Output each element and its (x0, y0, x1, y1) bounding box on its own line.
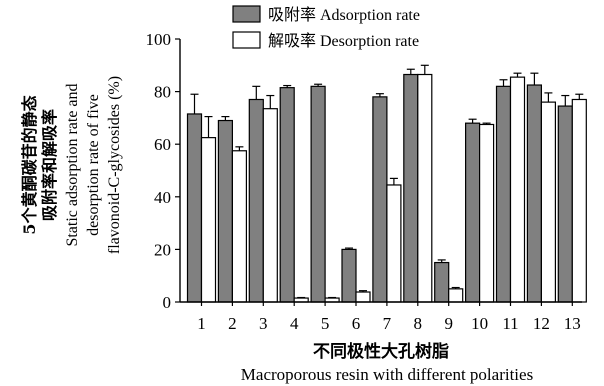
adsorption-bar-8 (403, 73, 419, 303)
adsorption-bar-11 (495, 85, 512, 303)
y-axis-label-line-3: Static adsorption rate and (64, 83, 81, 246)
x-tick-label-6: 6 (352, 314, 361, 333)
y-tick-label-40: 40 (154, 188, 171, 207)
y-axis-label-line-1: 5个黄酮碳苷的静态 (20, 95, 39, 234)
adsorption-bar-6 (341, 248, 357, 303)
x-tick-label-13: 13 (564, 314, 581, 333)
y-axis-label-line-5: flavonoid-C-glycosides (%) (106, 76, 123, 254)
x-tick-label-4: 4 (290, 314, 299, 333)
desorption-bar-2 (231, 150, 247, 303)
y-axis-title: 5个黄酮碳苷的静态 吸附率和解吸率 Static adsorption rate… (20, 76, 123, 254)
desorption-bar-7 (386, 184, 402, 303)
x-axis-label-line-2: Macroporous resin with different polarit… (241, 365, 533, 384)
adsorption-bar-1 (186, 113, 203, 303)
legend-swatch-desorption (232, 31, 261, 49)
x-tick-label-12: 12 (533, 314, 550, 333)
legend-swatch-adsorption (232, 5, 261, 23)
desorption-bar-13 (571, 98, 587, 303)
desorption-bar-3 (262, 108, 278, 303)
desorption-bar-8 (417, 73, 433, 303)
x-tick-label-3: 3 (259, 314, 268, 333)
y-axis-label-line-2: 吸附率和解吸率 (40, 109, 59, 221)
adsorption-bar-10 (465, 122, 481, 303)
x-tick-label-8: 8 (414, 314, 423, 333)
x-tick-label-2: 2 (228, 314, 237, 333)
x-tick-label-11: 11 (502, 314, 518, 333)
legend-label-desorption: 解吸率 Desorption rate (268, 32, 419, 50)
adsorption-bar-2 (217, 119, 233, 303)
adsorption-bar-4 (279, 87, 295, 303)
desorption-bar-9 (448, 288, 464, 303)
y-tick-label-60: 60 (154, 135, 171, 154)
adsorption-bar-9 (434, 261, 450, 303)
y-tick-label-80: 80 (154, 83, 171, 102)
adsorption-bar-12 (526, 84, 543, 303)
adsorption-bar-13 (557, 105, 573, 303)
adsorption-bar-7 (372, 96, 388, 303)
legend-label-adsorption: 吸附率 Adsorption rate (268, 6, 420, 24)
y-tick-label-0: 0 (163, 293, 172, 312)
x-tick-label-10: 10 (471, 314, 488, 333)
desorption-bar-6 (355, 291, 371, 303)
x-axis-label-line-1: 不同极性大孔树脂 (313, 341, 449, 362)
adsorption-bar-3 (248, 98, 264, 303)
desorption-bar-12 (540, 101, 557, 303)
x-tick-label-5: 5 (321, 314, 330, 333)
desorption-bar-10 (479, 123, 495, 303)
desorption-bar-1 (200, 137, 217, 303)
x-tick-label-1: 1 (197, 314, 206, 333)
legend: 吸附率 Adsorption rate 解吸率 Desorption rate (232, 5, 420, 50)
desorption-bar-11 (509, 76, 526, 303)
y-axis-label-line-4: desorption rate of five (85, 94, 102, 236)
y-tick-label-20: 20 (154, 240, 171, 259)
x-axis-title: 不同极性大孔树脂 Macroporous resin with differen… (241, 341, 533, 384)
adsorption-bar-5 (310, 85, 326, 303)
y-tick-label-100: 100 (146, 30, 172, 49)
x-tick-label-9: 9 (444, 314, 453, 333)
x-tick-label-7: 7 (383, 314, 392, 333)
